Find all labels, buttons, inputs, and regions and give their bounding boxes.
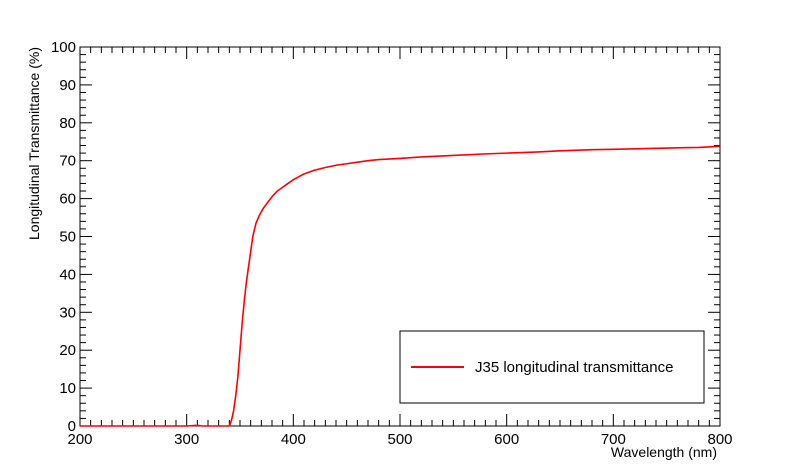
x-tick-label: 600 [494, 431, 519, 448]
y-tick-label: 90 [59, 77, 76, 94]
x-tick-label: 700 [601, 431, 626, 448]
y-tick-label: 60 [59, 191, 76, 208]
y-tick-label: 10 [59, 380, 76, 397]
x-tick-label: 200 [67, 431, 92, 448]
x-tick-label: 500 [387, 431, 412, 448]
y-tick-label: 40 [59, 266, 76, 283]
y-tick-label: 70 [59, 153, 76, 170]
y-tick-label: 80 [59, 115, 76, 132]
x-tick-label: 800 [707, 431, 732, 448]
x-tick-label: 300 [174, 431, 199, 448]
y-tick-label: 100 [51, 39, 76, 56]
x-axis-title: Wavelength (nm) [611, 444, 717, 460]
y-axis-title: Longitudinal Transmittance (%) [26, 47, 42, 240]
series-line [80, 145, 721, 427]
y-tick-label: 20 [59, 342, 76, 359]
y-tick-label: 30 [59, 304, 76, 321]
legend-label: J35 longitudinal transmittance [475, 359, 673, 376]
x-tick-label: 400 [281, 431, 306, 448]
y-tick-label: 50 [59, 229, 76, 246]
y-tick-label: 0 [68, 418, 76, 435]
